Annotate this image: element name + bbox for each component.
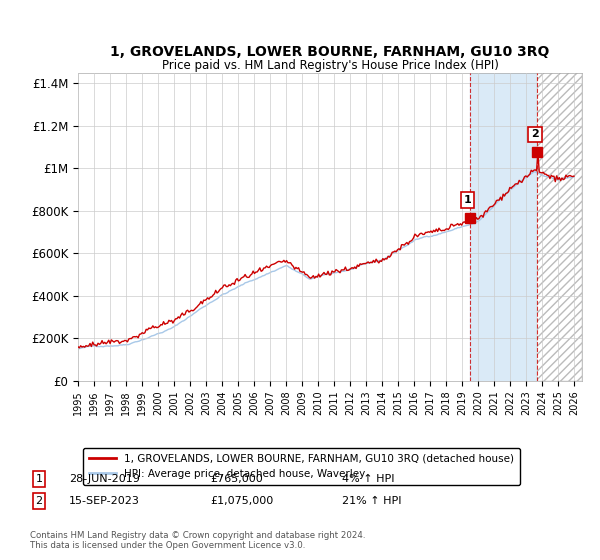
Text: £765,000: £765,000 (210, 474, 263, 484)
Text: 21% ↑ HPI: 21% ↑ HPI (342, 496, 401, 506)
Title: 1, GROVELANDS, LOWER BOURNE, FARNHAM, GU10 3RQ: 1, GROVELANDS, LOWER BOURNE, FARNHAM, GU… (110, 45, 550, 59)
Bar (538, 73, 582, 381)
Text: 2: 2 (531, 129, 539, 139)
Text: £1,075,000: £1,075,000 (210, 496, 273, 506)
Bar (538, 73, 582, 381)
Text: 15-SEP-2023: 15-SEP-2023 (69, 496, 140, 506)
Text: 2: 2 (35, 496, 43, 506)
Text: 4% ↑ HPI: 4% ↑ HPI (342, 474, 395, 484)
Text: 28-JUN-2019: 28-JUN-2019 (69, 474, 140, 484)
Text: 1: 1 (464, 195, 472, 206)
Text: 1: 1 (35, 474, 43, 484)
Text: Price paid vs. HM Land Registry's House Price Index (HPI): Price paid vs. HM Land Registry's House … (161, 59, 499, 72)
Legend: 1, GROVELANDS, LOWER BOURNE, FARNHAM, GU10 3RQ (detached house), HPI: Average pr: 1, GROVELANDS, LOWER BOURNE, FARNHAM, GU… (83, 447, 520, 486)
Text: Contains HM Land Registry data © Crown copyright and database right 2024.
This d: Contains HM Land Registry data © Crown c… (30, 530, 365, 550)
Bar (470, 73, 538, 381)
